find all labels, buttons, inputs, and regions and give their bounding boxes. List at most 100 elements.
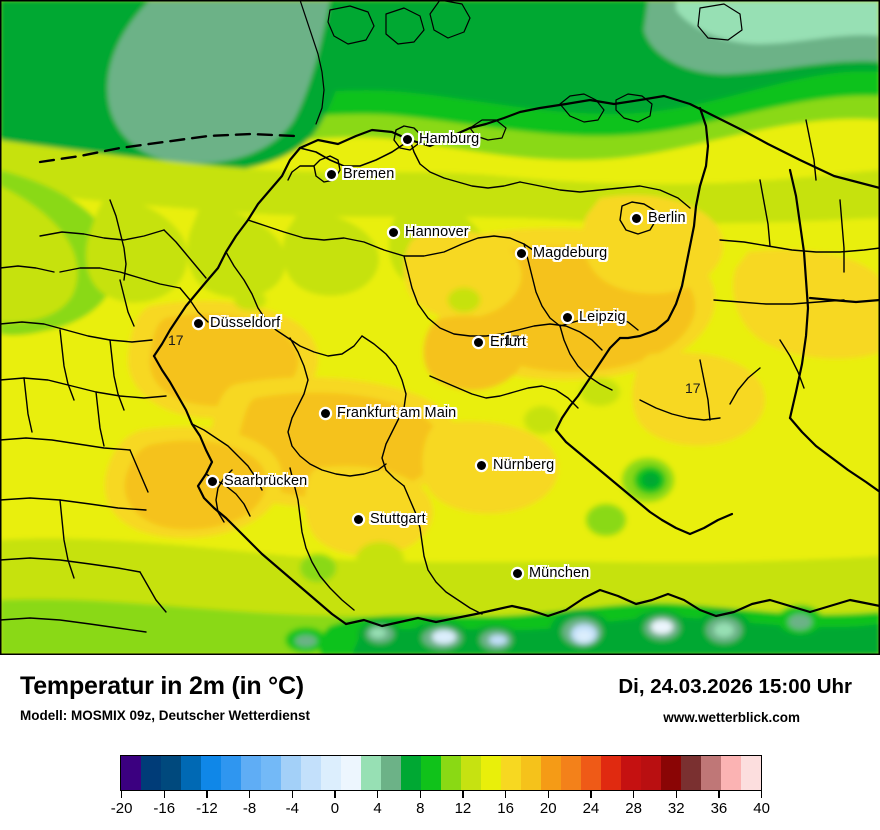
colorbar-swatch bbox=[121, 756, 141, 790]
city-dot-icon bbox=[474, 337, 483, 347]
city-label: Hamburg bbox=[419, 131, 480, 147]
colorbar-swatch bbox=[221, 756, 241, 790]
colorbar-tick bbox=[120, 791, 123, 798]
city-marker-hannover[interactable]: Hannover bbox=[389, 224, 469, 240]
colorbar-swatch bbox=[401, 756, 421, 790]
colorbar-tick-label: 40 bbox=[753, 800, 770, 817]
colorbar-swatch bbox=[201, 756, 221, 790]
city-dot-icon bbox=[194, 318, 203, 328]
colorbar-swatch bbox=[621, 756, 641, 790]
colorbar-swatch bbox=[441, 756, 461, 790]
temperature-contour-fills bbox=[0, 0, 880, 655]
city-marker-muenchen[interactable]: München bbox=[513, 565, 589, 581]
city-dot-icon bbox=[563, 312, 572, 322]
temperature-colorbar[interactable]: -20 -16 -12 -8 -4 0 4 8 12 16 20 24 28 32 36 40 bbox=[111, 755, 770, 822]
city-dot-icon bbox=[389, 227, 398, 237]
colorbar-tick bbox=[547, 791, 549, 798]
colorbar-tick bbox=[334, 791, 336, 798]
colorbar-tick bbox=[675, 791, 677, 798]
colorbar-tick bbox=[718, 791, 720, 798]
colorbar-tick-label: 20 bbox=[539, 800, 557, 817]
city-label: Berlin bbox=[648, 210, 686, 226]
city-marker-leipzig[interactable]: Leipzig bbox=[563, 309, 626, 325]
colorbar-swatch bbox=[281, 756, 301, 790]
colorbar-swatch bbox=[581, 756, 601, 790]
colorbar-swatch bbox=[501, 756, 521, 790]
colorbar-swatch bbox=[721, 756, 741, 790]
colorbar-swatch bbox=[461, 756, 481, 790]
city-label: Hannover bbox=[405, 224, 469, 240]
city-marker-berlin[interactable]: Berlin bbox=[632, 210, 686, 226]
city-marker-nuernberg[interactable]: Nürnberg bbox=[477, 457, 554, 473]
colorbar-swatch bbox=[521, 756, 541, 790]
city-marker-hamburg[interactable]: Hamburg bbox=[403, 131, 479, 147]
city-dot-icon bbox=[354, 514, 363, 524]
colorbar-swatch bbox=[541, 756, 561, 790]
colorbar-tick-label: 28 bbox=[625, 800, 642, 817]
colorbar-tick bbox=[163, 791, 165, 798]
colorbar-swatch bbox=[481, 756, 501, 790]
model-subtitle: Modell: MOSMIX 09z, Deutscher Wetterdien… bbox=[20, 708, 311, 723]
colorbar-swatch bbox=[361, 756, 381, 790]
colorbar-tick-label: 8 bbox=[416, 800, 425, 817]
city-label: München bbox=[529, 565, 590, 581]
temperature-map[interactable]: Hamburg Bremen Hannover Berlin Magdeburg… bbox=[0, 0, 880, 655]
colorbar-tick-label: 4 bbox=[373, 800, 382, 817]
city-dot-icon bbox=[327, 169, 336, 179]
colorbar-tick bbox=[504, 791, 507, 798]
colorbar-tick-label: -12 bbox=[196, 800, 218, 817]
colorbar-tick-label: -20 bbox=[110, 800, 133, 817]
city-marker-magdeburg[interactable]: Magdeburg bbox=[517, 245, 607, 261]
colorbar-swatch bbox=[321, 756, 341, 790]
colorbar-tick bbox=[419, 791, 421, 798]
city-marker-bremen[interactable]: Bremen bbox=[327, 166, 394, 182]
colorbar-tick-label: 12 bbox=[454, 800, 472, 817]
colorbar-tick-label: 36 bbox=[710, 800, 728, 817]
colorbar-swatch bbox=[301, 756, 321, 790]
city-label: Saarbrücken bbox=[224, 473, 308, 489]
colorbar-tick-label: -4 bbox=[285, 800, 299, 817]
city-marker-saarbruecken[interactable]: Saarbrücken bbox=[208, 473, 307, 489]
city-dot-icon bbox=[477, 460, 486, 470]
city-marker-duesseldorf[interactable]: Düsseldorf bbox=[194, 315, 280, 331]
colorbar-tick-label: -8 bbox=[242, 800, 257, 817]
colorbar-tick bbox=[376, 791, 379, 798]
temperature-field-svg bbox=[0, 0, 880, 655]
map-borders bbox=[0, 0, 880, 633]
city-marker-erfurt[interactable]: Erfurt bbox=[474, 334, 526, 350]
colorbar-swatch bbox=[601, 756, 621, 790]
colorbar-tick bbox=[632, 791, 635, 798]
colorbar-swatches bbox=[120, 755, 762, 791]
colorbar-swatch bbox=[141, 756, 161, 790]
city-dot-icon bbox=[513, 568, 522, 578]
valid-datetime: Di, 24.03.2026 15:00 Uhr bbox=[618, 675, 852, 698]
colorbar-tick-labels: -20 -16 -12 -8 -4 0 4 8 12 16 20 24 28 32 36 40 bbox=[111, 800, 770, 822]
city-label: Nürnberg bbox=[493, 457, 555, 473]
colorbar-tick-label: 0 bbox=[330, 800, 340, 817]
colorbar-tick-label: -16 bbox=[153, 800, 176, 817]
city-label: Leipzig bbox=[579, 309, 626, 325]
colorbar-swatch bbox=[341, 756, 361, 790]
colorbar-ticks bbox=[120, 791, 763, 800]
city-marker-frankfurt-am-main[interactable]: Frankfurt am Main bbox=[321, 405, 456, 421]
colorbar-tick bbox=[248, 791, 251, 798]
colorbar-tick-label: 32 bbox=[667, 800, 685, 817]
city-label: Stuttgart bbox=[370, 511, 426, 527]
colorbar-swatch bbox=[701, 756, 721, 790]
city-label: Frankfurt am Main bbox=[337, 405, 457, 421]
colorbar-tick bbox=[760, 791, 763, 798]
site-url: www.wetterblick.com bbox=[663, 710, 800, 725]
colorbar-tick-label: 24 bbox=[582, 800, 600, 817]
colorbar-swatch bbox=[381, 756, 401, 790]
colorbar-swatch bbox=[681, 756, 701, 790]
colorbar-tick bbox=[462, 791, 464, 798]
colorbar-tick-label: 16 bbox=[497, 800, 514, 817]
city-marker-stuttgart[interactable]: Stuttgart bbox=[354, 511, 426, 527]
city-dot-icon bbox=[403, 134, 412, 144]
city-label: Düsseldorf bbox=[210, 315, 281, 331]
colorbar-swatch bbox=[261, 756, 281, 790]
colorbar-tick bbox=[206, 791, 208, 798]
city-label: Magdeburg bbox=[533, 245, 608, 261]
city-dot-icon bbox=[517, 248, 526, 258]
